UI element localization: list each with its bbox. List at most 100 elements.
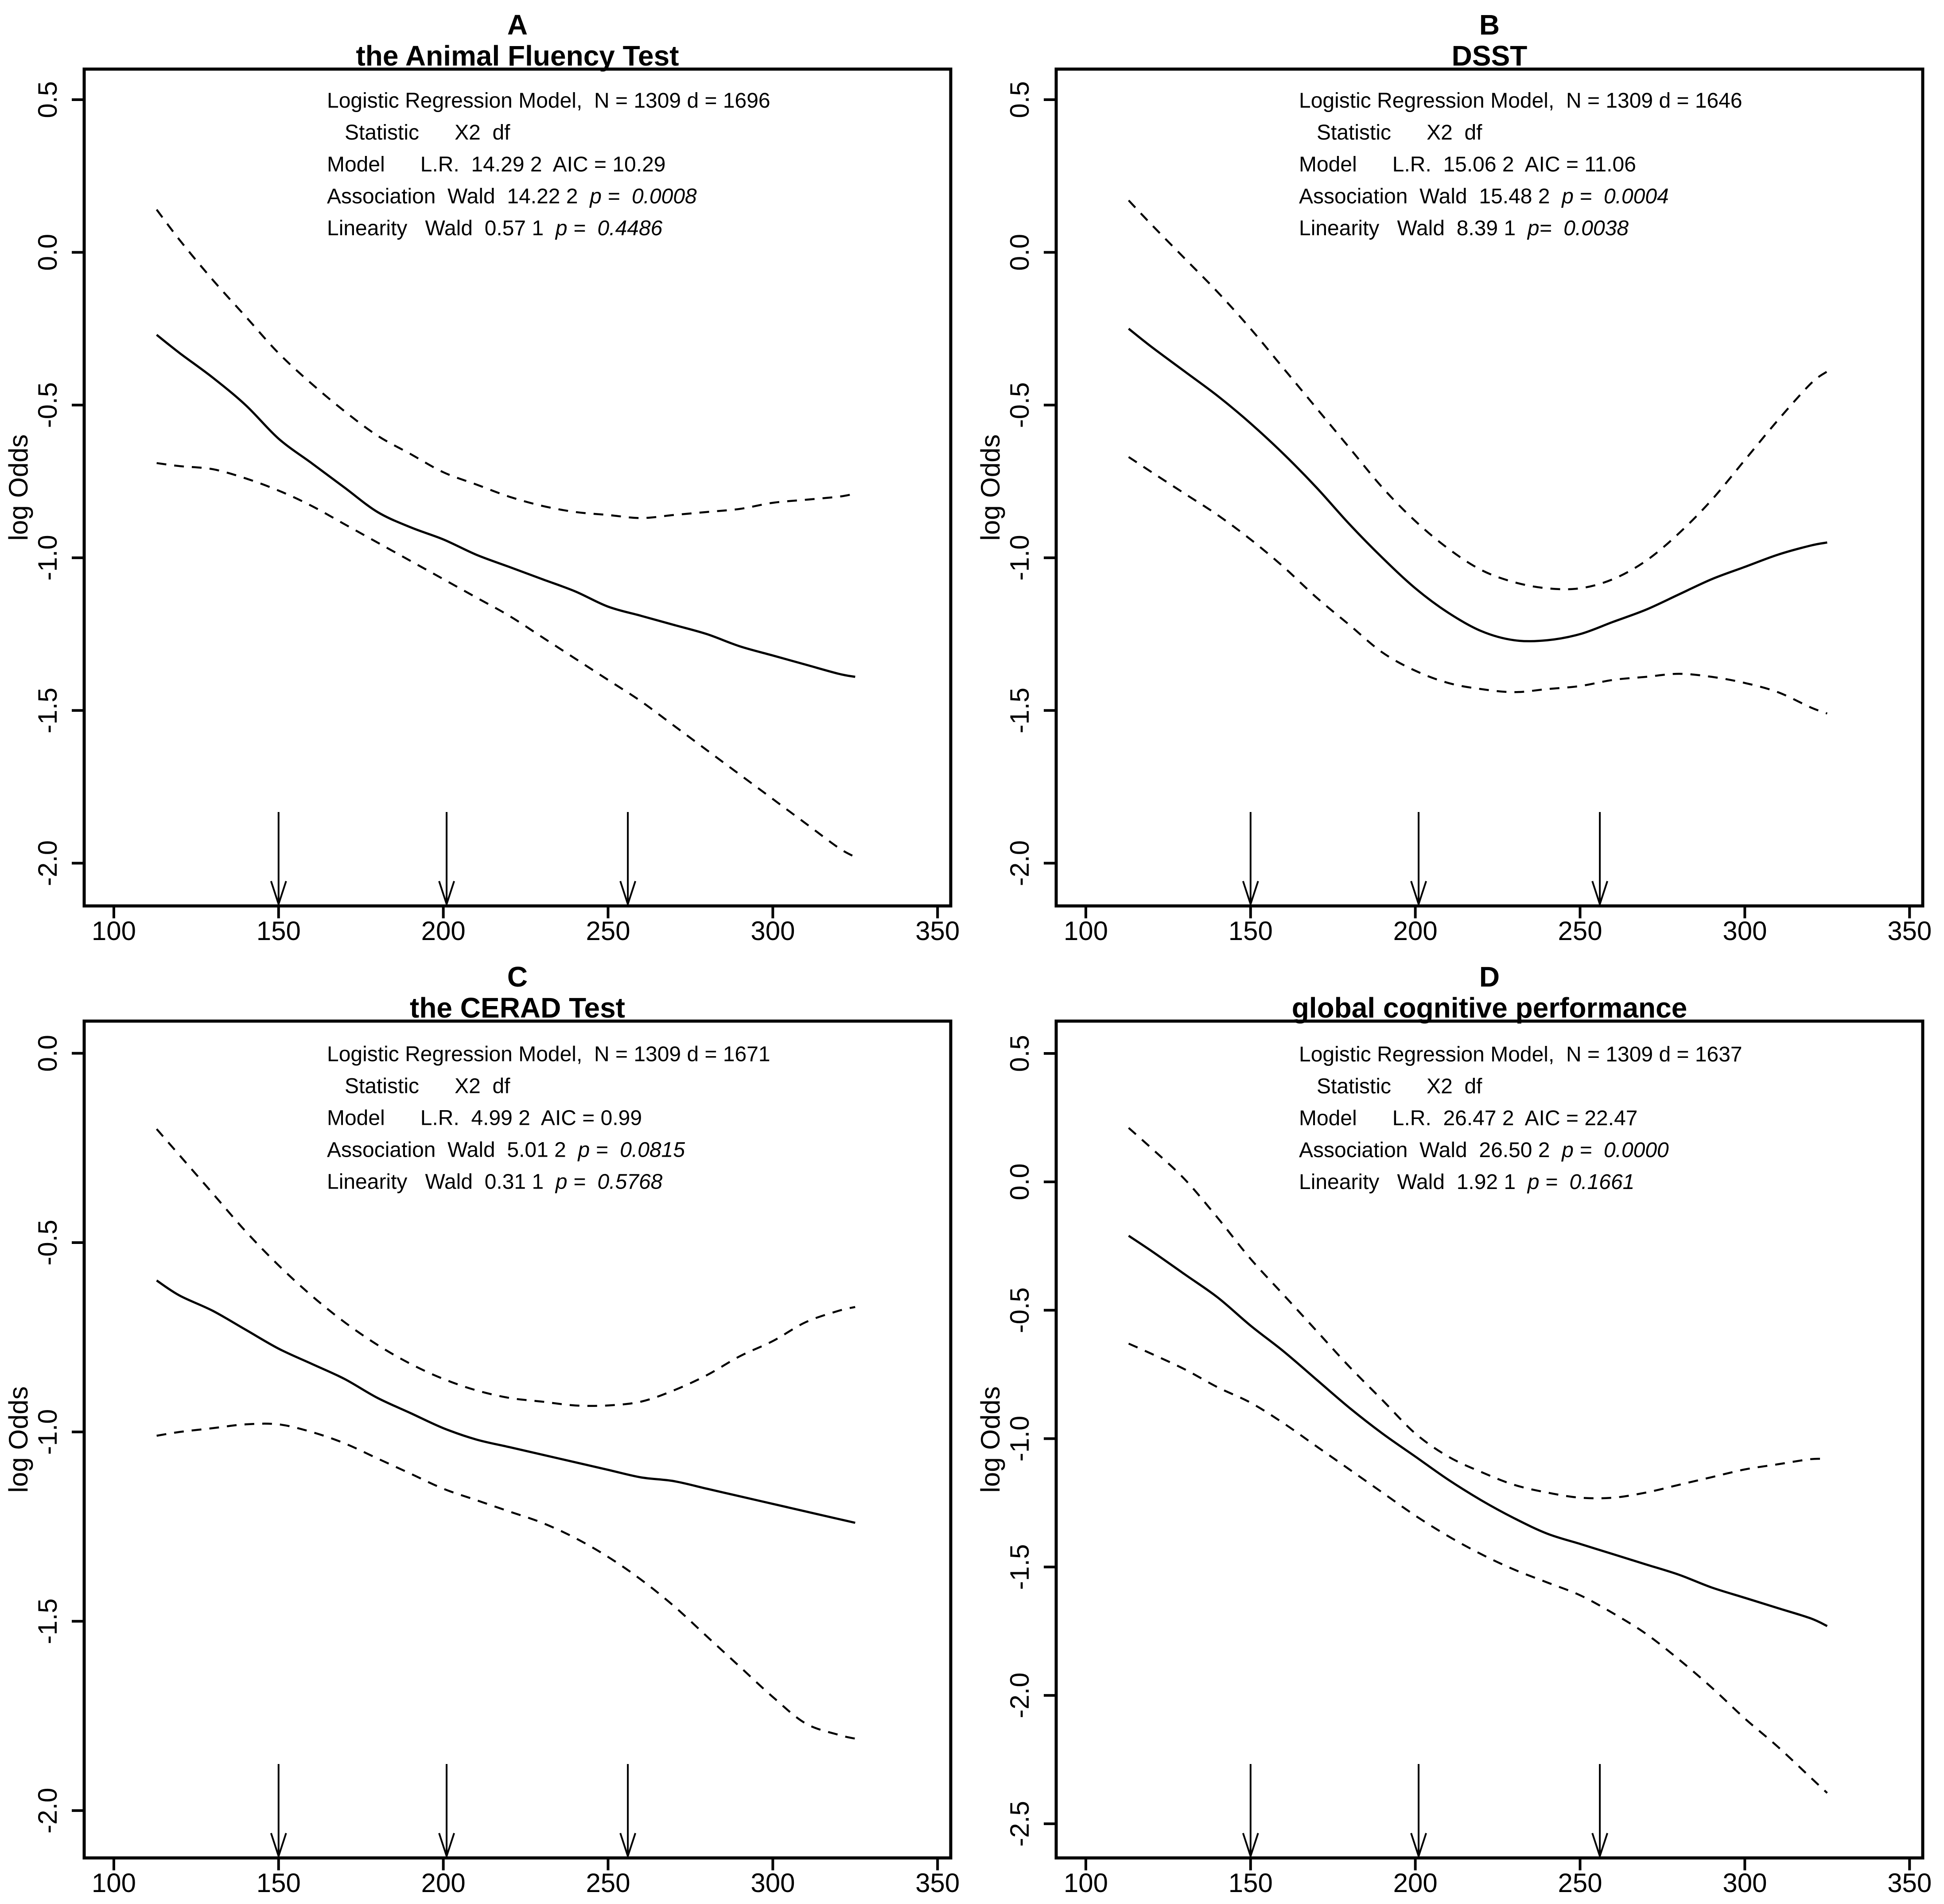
y-tick-label: -0.5 [1005,1287,1034,1333]
lower-ci-curve [1128,456,1828,715]
y-tick-label: 0.0 [33,1035,62,1072]
lower-ci-curve [1128,1342,1828,1794]
y-axis-label: log Odds [976,434,1005,540]
knot-arrow [619,812,637,907]
stats-line-text: Logistic Regression Model, N = 1309 d = … [327,1043,770,1066]
y-axis-label: log Odds [976,1386,1005,1492]
x-tick-label: 100 [1064,916,1108,946]
stats-line-text: Model L.R. 15.06 2 AIC = 11.06 [1299,153,1636,176]
panel-title: the CERAD Test [410,992,625,1024]
x-tick-label: 200 [1393,916,1438,946]
y-tick-label: -1.0 [1005,535,1034,580]
stats-line: Logistic Regression Model, N = 1309 d = … [327,1043,770,1066]
stats-line-text: Logistic Regression Model, N = 1309 d = … [327,89,770,113]
x-tick-label: 350 [915,916,960,946]
x-tick-label: 150 [257,916,301,946]
x-tick-label: 200 [1393,1868,1438,1898]
stats-line: Model L.R. 14.29 2 AIC = 10.29 [327,153,665,176]
p-value-italic: p = 0.5768 [555,1170,663,1194]
p-value-italic: p = 0.0815 [577,1139,685,1162]
stats-line: Logistic Regression Model, N = 1309 d = … [327,89,770,113]
stats-line: Statistic X2 df [327,1075,510,1098]
stats-line: Association Wald 5.01 2 p = 0.0815 [327,1139,685,1162]
estimate-curve [156,334,855,678]
knot-arrow [1591,1764,1609,1859]
knot-arrow-head [1242,881,1259,907]
p-value-italic: p = 0.0000 [1561,1139,1669,1162]
estimate-curve [1128,328,1827,642]
stats-line-text: Linearity Wald 0.57 1 [327,217,556,240]
stats-line-text: Model L.R. 14.29 2 AIC = 10.29 [327,153,665,176]
knot-arrow [438,1764,455,1859]
plot-box [82,1019,953,1860]
y-tick-label: 0.5 [1005,81,1034,118]
knot-arrow-head [619,1833,637,1859]
y-tick-label: -0.5 [33,1220,62,1265]
x-tick-label: 200 [421,916,466,946]
y-tick-label: -1.0 [1005,1416,1034,1461]
panel-title: DSST [1452,40,1528,72]
stats-line-text: Logistic Regression Model, N = 1309 d = … [1299,89,1742,113]
stats-line: Linearity Wald 0.31 1 p = 0.5768 [327,1170,663,1194]
stats-line-text: Linearity Wald 0.31 1 [327,1170,556,1194]
knot-arrow-head [438,1833,455,1859]
p-value-italic: p = 0.0008 [589,185,697,208]
stats-line: Logistic Regression Model, N = 1309 d = … [1299,1043,1742,1066]
stats-line-text: Association Wald 14.22 2 [327,185,590,208]
stats-line: Linearity Wald 1.92 1 p = 0.1661 [1299,1170,1634,1194]
x-tick-label: 100 [1064,1868,1108,1898]
x-tick-label: 100 [92,1868,136,1898]
stats-line: Statistic X2 df [1299,121,1482,144]
y-tick-label: -2.0 [1005,840,1034,886]
y-tick-label: -2.5 [1005,1801,1034,1846]
stats-line: Model L.R. 15.06 2 AIC = 11.06 [1299,153,1636,176]
y-tick-label: -1.0 [33,1409,62,1455]
panel-letter: D [1479,961,1500,993]
knot-arrow-head [1591,1833,1609,1859]
knot-arrow-head [1410,881,1427,907]
stats-line: Association Wald 15.48 2 p = 0.0004 [1299,185,1669,208]
p-value-italic: p = 0.4486 [555,217,663,240]
upper-ci-curve [156,1128,855,1407]
panel-letter: A [507,9,528,41]
knot-arrow-head [438,881,455,907]
stats-line: Linearity Wald 8.39 1 p= 0.0038 [1299,217,1629,240]
y-tick-label: 0.5 [33,81,62,118]
x-tick-label: 150 [257,1868,301,1898]
knot-arrow [270,1764,287,1859]
stats-line: Association Wald 14.22 2 p = 0.0008 [327,185,697,208]
y-tick-label: 0.0 [1005,234,1034,271]
x-tick-label: 100 [92,916,136,946]
knot-arrow [619,1764,637,1859]
x-tick-label: 300 [750,916,795,946]
y-tick-label: -2.0 [33,840,62,886]
knot-arrow-head [1591,881,1609,907]
upper-ci-curve [156,209,855,519]
panel-letter: C [507,961,528,993]
stats-line-text: Linearity Wald 1.92 1 [1299,1170,1528,1194]
upper-ci-curve [1128,199,1828,591]
knot-arrow [1410,1764,1427,1859]
stats-line-text: Model L.R. 26.47 2 AIC = 22.47 [1299,1107,1637,1130]
x-tick-label: 350 [1887,1868,1932,1898]
x-tick-label: 250 [1558,916,1602,946]
p-value-italic: p= 0.0038 [1527,217,1629,240]
knot-arrow-head [1410,1833,1427,1859]
lower-ci-curve [156,462,856,858]
y-tick-label: 0.0 [1005,1163,1034,1200]
y-tick-label: -0.5 [1005,382,1034,428]
knot-arrow-head [619,881,637,907]
stats-line-text: Statistic X2 df [327,1075,510,1098]
stats-line-text: Statistic X2 df [327,121,510,144]
stats-line: Statistic X2 df [327,121,510,144]
stats-line-text: Linearity Wald 8.39 1 [1299,217,1528,240]
knot-arrow [1242,812,1259,907]
x-tick-label: 350 [915,1868,960,1898]
y-tick-label: -1.5 [33,688,62,733]
stats-line-text: Association Wald 15.48 2 [1299,185,1562,208]
y-axis-label: log Odds [4,1386,33,1492]
